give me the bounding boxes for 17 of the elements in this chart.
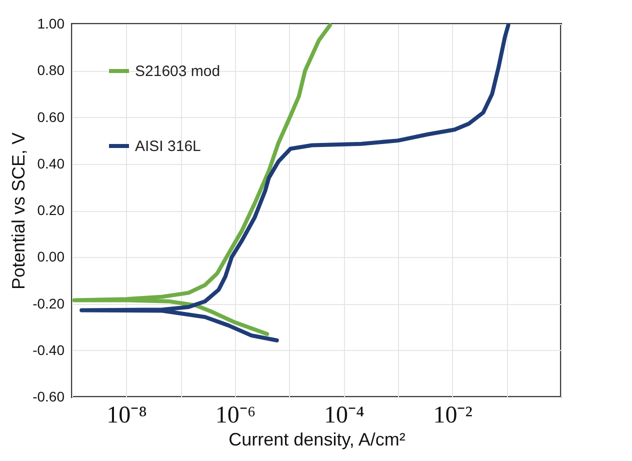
- x-tick-label: 10⁻⁴: [324, 402, 364, 428]
- y-tick-label: 0.40: [37, 155, 65, 172]
- legend-label: S21603 mod: [135, 63, 220, 80]
- y-tick-label: -0.60: [32, 388, 65, 404]
- x-tick-label: 10⁻²: [433, 402, 472, 428]
- x-tick-label: 10⁻⁸: [106, 402, 148, 428]
- y-tick-label: 0.80: [37, 62, 65, 78]
- y-tick-label: 1.00: [37, 16, 65, 32]
- y-axis-title: Potential vs SCE, V: [8, 132, 29, 290]
- y-tick-label: -0.40: [32, 342, 65, 358]
- y-tick-label: 0.60: [37, 108, 65, 125]
- y-tick-label: 0.20: [37, 202, 65, 218]
- y-tick-label: 0.00: [37, 248, 65, 265]
- x-axis-title: Current density, A/cm²: [228, 430, 406, 450]
- x-tick-label: 10⁻⁶: [215, 402, 256, 428]
- y-tick-label: -0.20: [32, 295, 65, 312]
- legend-label: AISI 316L: [135, 138, 201, 155]
